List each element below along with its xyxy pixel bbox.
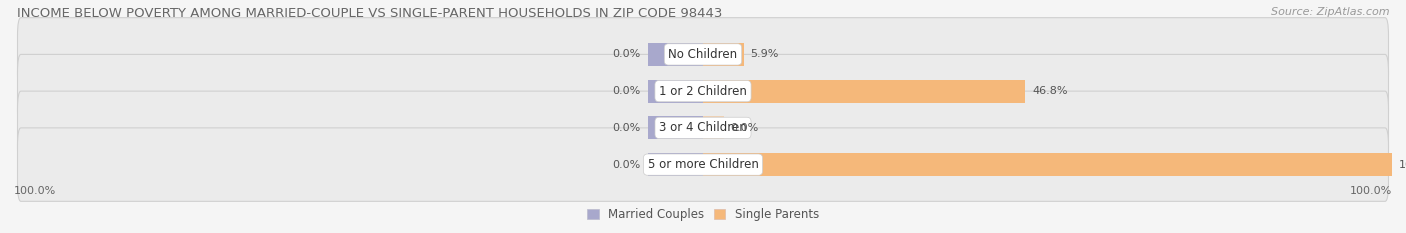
- Text: 100.0%: 100.0%: [1350, 186, 1392, 196]
- Bar: [648, 153, 703, 176]
- Text: 100.0%: 100.0%: [1399, 160, 1406, 170]
- Text: 0.0%: 0.0%: [731, 123, 759, 133]
- FancyBboxPatch shape: [17, 55, 1389, 128]
- FancyBboxPatch shape: [17, 91, 1389, 164]
- Text: 0.0%: 0.0%: [613, 49, 641, 59]
- Legend: Married Couples, Single Parents: Married Couples, Single Parents: [586, 208, 820, 221]
- Bar: [703, 80, 1025, 103]
- Text: Source: ZipAtlas.com: Source: ZipAtlas.com: [1271, 7, 1389, 17]
- Text: No Children: No Children: [668, 48, 738, 61]
- Bar: [703, 116, 724, 139]
- Bar: [703, 43, 744, 66]
- Text: 0.0%: 0.0%: [613, 160, 641, 170]
- Bar: [703, 153, 1392, 176]
- FancyBboxPatch shape: [17, 18, 1389, 91]
- Text: 100.0%: 100.0%: [14, 186, 56, 196]
- Text: INCOME BELOW POVERTY AMONG MARRIED-COUPLE VS SINGLE-PARENT HOUSEHOLDS IN ZIP COD: INCOME BELOW POVERTY AMONG MARRIED-COUPL…: [17, 7, 723, 20]
- Text: 5 or more Children: 5 or more Children: [648, 158, 758, 171]
- Text: 0.0%: 0.0%: [613, 123, 641, 133]
- Bar: [648, 116, 703, 139]
- Text: 46.8%: 46.8%: [1032, 86, 1067, 96]
- Text: 5.9%: 5.9%: [751, 49, 779, 59]
- Bar: [648, 80, 703, 103]
- FancyBboxPatch shape: [17, 128, 1389, 201]
- Bar: [648, 43, 703, 66]
- Text: 0.0%: 0.0%: [613, 86, 641, 96]
- Text: 3 or 4 Children: 3 or 4 Children: [659, 121, 747, 134]
- Text: 1 or 2 Children: 1 or 2 Children: [659, 85, 747, 98]
